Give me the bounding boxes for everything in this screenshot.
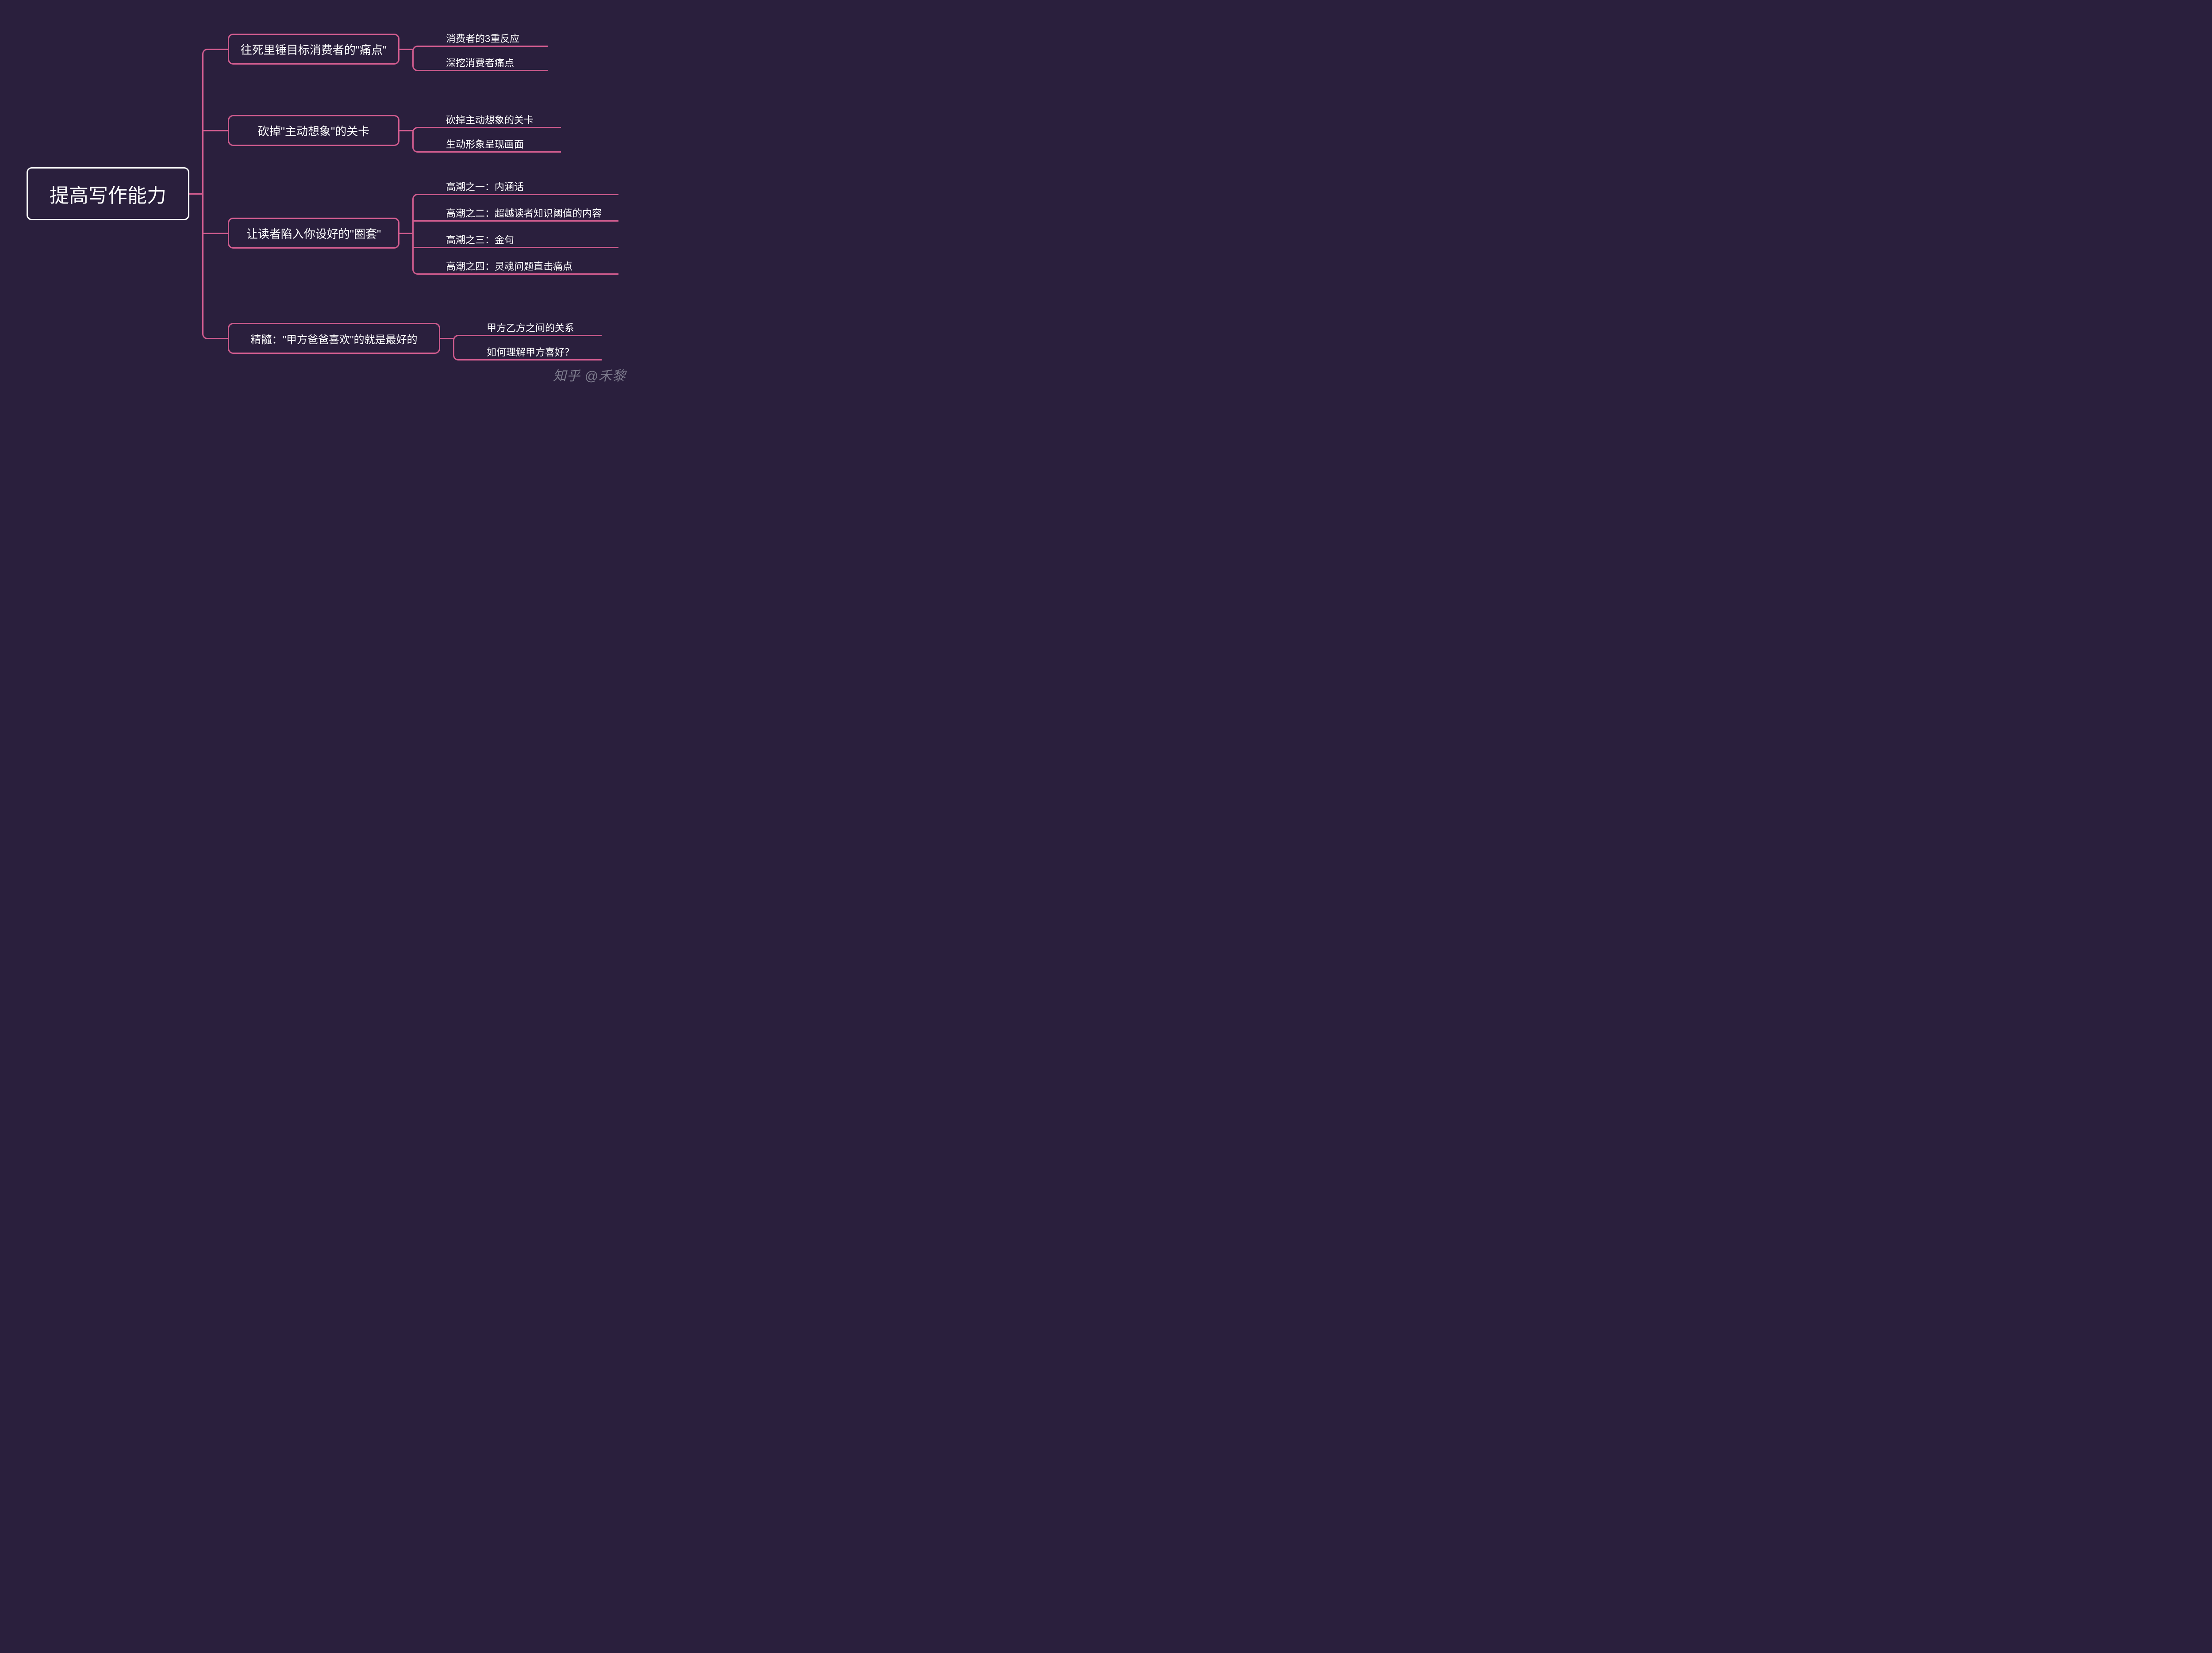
- leaf-underline: [446, 273, 618, 275]
- leaf-node-0-0: 消费者的3重反应: [446, 31, 519, 45]
- leaf-underline: [446, 46, 548, 47]
- leaf-arm: [418, 273, 446, 275]
- leaf-node-1-0: 砍掉主动想象的关卡: [446, 112, 534, 127]
- leaf-arm: [413, 220, 446, 222]
- leaf-node-2-3: 高潮之四：灵魂问题直击痛点: [446, 259, 572, 273]
- branch-node-3: 精髓："甲方爸爸喜欢"的就是最好的: [228, 323, 440, 354]
- leaf-node-2-0: 高潮之一：内涵话: [446, 179, 524, 193]
- leaf-underline: [446, 247, 618, 248]
- leaf-node-3-1: 如何理解甲方喜好？: [487, 345, 574, 359]
- branch-arm: [208, 49, 228, 50]
- branch-corner: [202, 333, 208, 339]
- leaf-trunk: [412, 51, 414, 66]
- leaf-underline: [487, 359, 602, 361]
- leaf-node-3-0: 甲方乙方之间的关系: [487, 320, 574, 334]
- leaf-underline: [446, 70, 548, 71]
- leaf-underline: [446, 127, 561, 128]
- leaf-corner: [412, 127, 419, 134]
- leaf-underline: [446, 151, 561, 153]
- leaf-trunk: [412, 132, 414, 147]
- branch-stub: [399, 49, 413, 50]
- leaf-corner: [412, 268, 419, 275]
- leaf-arm: [418, 70, 446, 71]
- leaf-trunk: [412, 199, 414, 269]
- root-trunk: [202, 54, 204, 334]
- branch-node-0: 往死里锤目标消费者的"痛点": [228, 34, 399, 65]
- branch-arm: [203, 233, 228, 234]
- leaf-underline: [487, 335, 602, 336]
- leaf-node-2-1: 高潮之二：超越读者知识阈值的内容: [446, 206, 602, 220]
- leaf-underline: [446, 220, 618, 222]
- leaf-arm: [413, 247, 446, 248]
- branch-corner: [202, 49, 208, 55]
- branch-stub: [399, 233, 413, 234]
- leaf-corner: [412, 65, 419, 71]
- branch-stub: [440, 338, 453, 339]
- leaf-underline: [446, 194, 618, 195]
- leaf-trunk: [453, 340, 454, 355]
- leaf-corner: [412, 146, 419, 153]
- root-stub: [189, 193, 203, 195]
- leaf-arm: [459, 359, 487, 361]
- leaf-arm: [459, 335, 487, 336]
- leaf-arm: [418, 194, 446, 195]
- leaf-node-2-2: 高潮之三：金句: [446, 232, 514, 246]
- leaf-corner: [453, 335, 459, 341]
- leaf-node-1-1: 生动形象呈现画面: [446, 137, 524, 151]
- leaf-node-0-1: 深挖消费者痛点: [446, 55, 514, 69]
- leaf-corner: [412, 46, 419, 52]
- leaf-arm: [418, 127, 446, 128]
- branch-node-1: 砍掉"主动想象"的关卡: [228, 115, 399, 146]
- leaf-corner: [453, 354, 459, 361]
- watermark: 知乎 @禾黎: [553, 365, 626, 384]
- branch-node-2: 让读者陷入你设好的"圈套": [228, 218, 399, 249]
- leaf-arm: [418, 46, 446, 47]
- leaf-corner: [412, 194, 419, 200]
- root-node: 提高写作能力: [27, 167, 189, 220]
- branch-stub: [399, 130, 413, 131]
- branch-arm: [203, 130, 228, 131]
- branch-arm: [208, 338, 228, 339]
- leaf-arm: [418, 151, 446, 153]
